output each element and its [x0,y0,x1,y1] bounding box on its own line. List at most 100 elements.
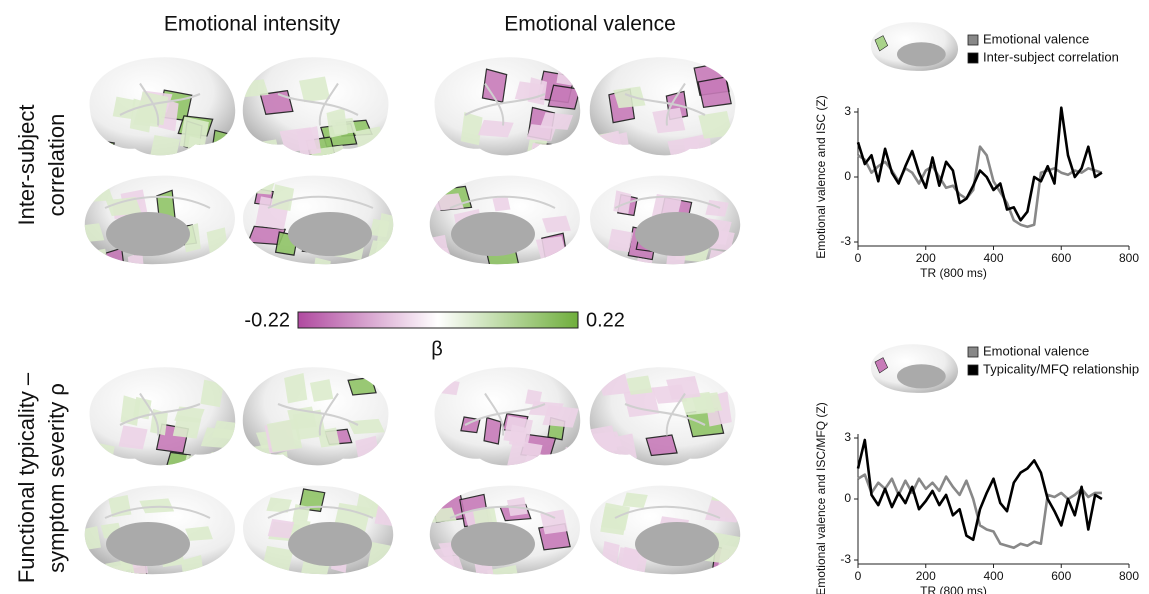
patch [355,435,380,466]
patch [108,495,132,518]
region [874,357,889,374]
medial-wall [288,522,372,566]
patch [710,145,733,156]
sulcus [464,82,546,126]
patch [652,107,686,134]
patch [481,68,508,103]
legend-label: Emotional valence [983,343,1089,358]
patch [292,409,327,440]
patch [242,79,269,98]
patch [483,416,502,445]
brain [243,485,394,575]
medial-wall [635,212,719,256]
patch [705,249,739,265]
column-title: Emotional intensity [164,13,341,36]
patch [105,247,126,265]
patch [266,497,292,513]
y-axis-label: Emotional valence and ISC (Z) [814,95,828,258]
x-tick-label: 200 [916,251,936,265]
patch [180,454,217,466]
patch [127,251,146,265]
sulcus [277,392,359,436]
brain [243,175,394,265]
x-tick-label: 800 [1119,251,1139,265]
legend-label: Inter-subject correlation [983,49,1119,64]
brain [589,57,736,156]
patch [354,126,385,156]
brain [242,57,389,156]
patch [206,227,229,256]
region [874,35,889,52]
patch [477,119,514,138]
patch [431,193,464,211]
series-line [856,106,1103,222]
x-tick-label: 200 [916,569,936,583]
brain [429,485,580,575]
patch [185,526,213,541]
patch [622,492,648,509]
patch [312,257,331,265]
brain [89,367,236,466]
sulcus [119,82,201,126]
sulcus [104,505,211,519]
patch [601,541,620,565]
brain [590,175,741,265]
patch [200,379,224,408]
medial-wall [451,212,535,256]
y-tick-label: 3 [844,104,851,118]
x-axis-label: TR (800 ms) [920,584,987,594]
patch [540,509,568,535]
patch [296,126,322,156]
patch [347,376,377,396]
colorbar-max: 0.22 [586,309,625,331]
patch [547,84,581,110]
sulcus [464,392,546,436]
patch [84,248,112,265]
sulcus [277,82,359,126]
sulcus [449,505,556,519]
brain [84,175,235,265]
patch [118,425,148,450]
brain [89,57,236,156]
patch [528,142,557,156]
x-tick-label: 0 [855,251,862,265]
patch [271,184,295,212]
inset-brain [870,344,959,393]
patch [105,197,142,216]
patch [149,134,180,156]
patch [85,187,114,202]
brain-maps [84,22,959,575]
patch [309,379,334,402]
patch [376,213,394,246]
x-tick-label: 400 [983,251,1003,265]
medial-wall [451,522,535,566]
patch [599,130,622,156]
patch [374,500,394,527]
patch [613,190,632,214]
patch [174,406,205,423]
patch [634,257,653,265]
y-tick-label: -3 [840,234,851,248]
colorbar-min: -0.22 [244,309,290,331]
sulcus [449,195,556,209]
patch [535,236,567,259]
patch [266,418,303,453]
patch [112,96,136,120]
y-tick-label: 3 [844,430,851,444]
patch [526,124,557,142]
patch [242,145,279,156]
legend-label: Emotional valence [983,31,1089,46]
patch [267,518,295,539]
patches [589,61,733,156]
patch [525,389,543,406]
patch [440,379,460,396]
series-line [857,145,1103,229]
patch [666,375,701,400]
patch [366,542,394,575]
patch [540,112,574,130]
patch [429,507,457,523]
patch [249,178,275,195]
series-line [856,438,1103,541]
brain [590,485,741,575]
